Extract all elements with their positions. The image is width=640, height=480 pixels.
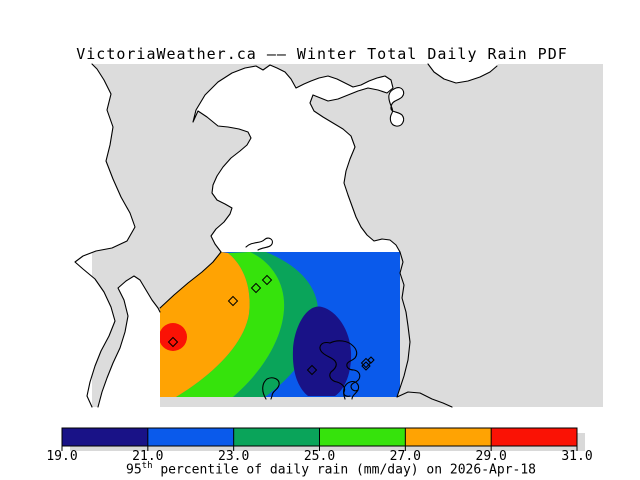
colorbar-segment-23-25 bbox=[233, 428, 320, 446]
coastline-southwest bbox=[97, 275, 161, 408]
station-markers bbox=[167, 274, 372, 376]
band-19-21-core bbox=[292, 306, 352, 396]
coastline-inlet-squiggle bbox=[245, 237, 273, 251]
station-marker bbox=[227, 295, 239, 307]
coastlines bbox=[74, 63, 498, 408]
coastline-analysis-northwest bbox=[159, 251, 222, 309]
land-peninsula bbox=[193, 65, 400, 252]
coastline-lagoon-east bbox=[343, 381, 360, 400]
colorbar-tick-label: 25.0 bbox=[303, 449, 336, 464]
station-marker bbox=[250, 282, 262, 294]
colorbar-tick-label: 31.0 bbox=[561, 449, 593, 464]
caption-value: 95 bbox=[125, 462, 142, 478]
land-southwest-block bbox=[98, 276, 160, 407]
colorbar-segment-21-23 bbox=[147, 428, 234, 446]
colorbar-tick-label: 21.0 bbox=[132, 449, 164, 464]
coastline-topright-sliver bbox=[427, 63, 498, 84]
colorbar-caption: 95th percentile of daily rain (mm/day) o… bbox=[126, 461, 536, 477]
colorbar-tick-label: 23.0 bbox=[218, 449, 250, 464]
coastline-east bbox=[396, 251, 453, 408]
coastline-harbour-east bbox=[329, 340, 361, 392]
colorbar-tick-label: 19.0 bbox=[46, 449, 78, 464]
coastline-island-small bbox=[388, 87, 405, 127]
band-25-27 bbox=[176, 252, 285, 397]
station-marker bbox=[360, 357, 372, 369]
coastline-lagoon-west bbox=[262, 377, 280, 400]
colorbar-segment-27-29 bbox=[405, 428, 492, 446]
coastline-west bbox=[74, 63, 136, 408]
island-small bbox=[388, 87, 404, 127]
colorbar-tick-label: 29.0 bbox=[475, 449, 507, 464]
colorbar bbox=[61, 427, 585, 451]
land-topright-sliver bbox=[428, 64, 498, 83]
caption-text: percentile of daily rain (mm/day) on 202… bbox=[152, 462, 537, 478]
station-marker bbox=[306, 364, 318, 376]
caption-superscript: th bbox=[141, 461, 153, 471]
colorbar-segment-19-21 bbox=[62, 428, 148, 446]
coastline-peninsula bbox=[192, 64, 401, 253]
station-marker bbox=[167, 336, 179, 348]
plot-title: VictoriaWeather.ca —— Winter Total Daily… bbox=[76, 45, 568, 63]
colorbar-segment-29-31 bbox=[491, 428, 577, 446]
station-marker bbox=[261, 274, 273, 286]
land-west-shore bbox=[0, 64, 135, 407]
colorbar-border bbox=[61, 427, 578, 447]
colorbar-tick-label: 27.0 bbox=[389, 449, 421, 464]
colorbar-segment-25-27 bbox=[319, 428, 406, 446]
coastline-islet-a bbox=[361, 361, 371, 371]
